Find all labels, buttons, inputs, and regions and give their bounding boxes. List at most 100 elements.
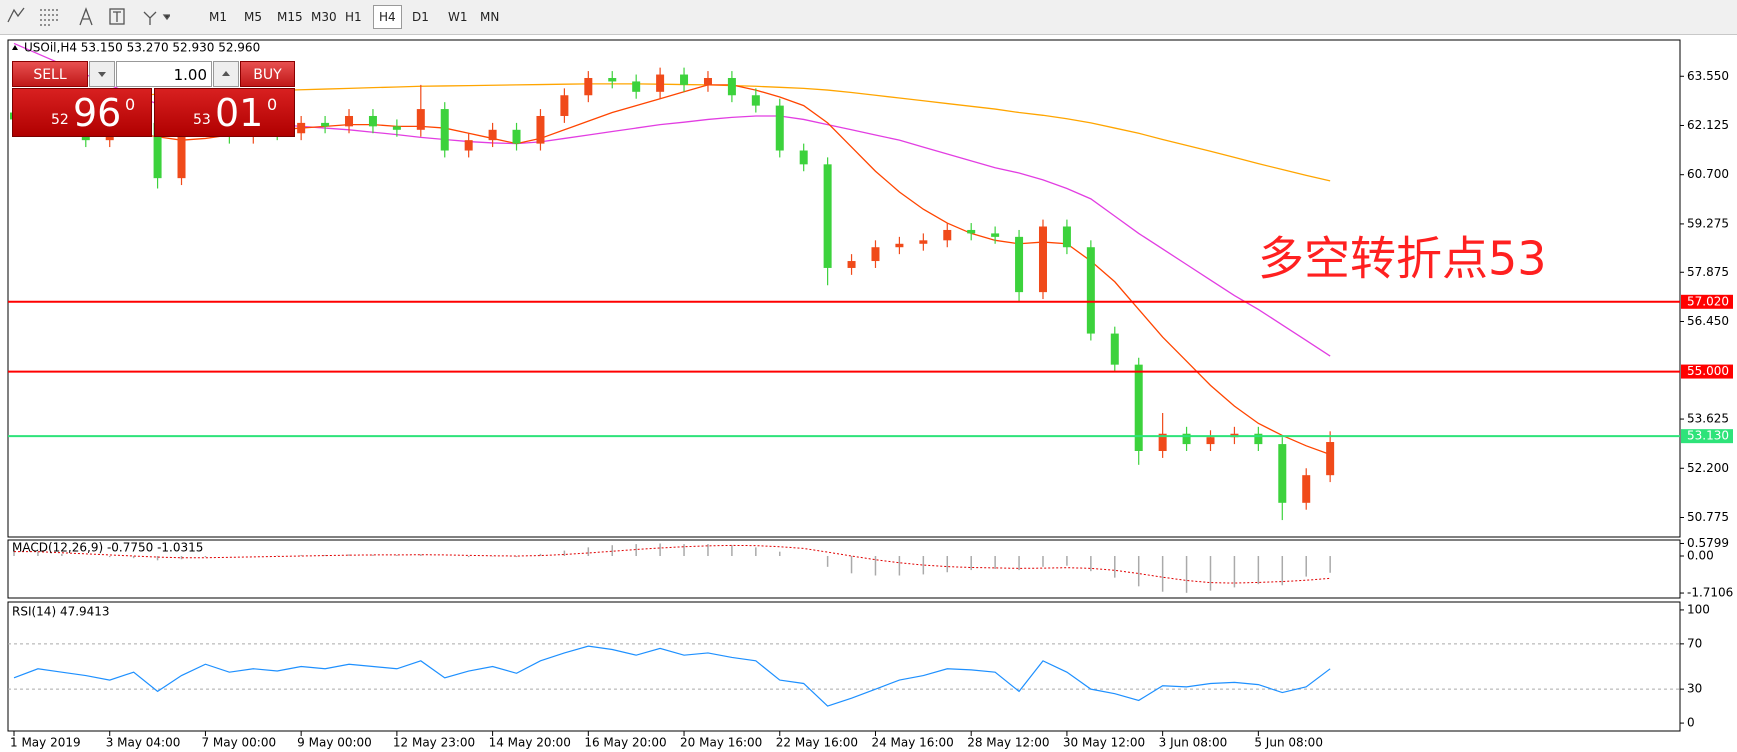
moving-average	[14, 84, 1331, 456]
candle-body	[847, 261, 856, 268]
candle-body	[823, 164, 832, 268]
price-level-tag	[1681, 364, 1733, 379]
sell-button[interactable]: SELL	[12, 61, 88, 87]
candle-body	[1086, 247, 1095, 334]
candle-body	[368, 115, 377, 127]
x-tick-label: 24 May 16:00	[871, 736, 953, 750]
x-tick-label: 5 Jun 08:00	[1254, 736, 1323, 750]
macd-signal	[14, 544, 1331, 584]
x-tick-label: 22 May 16:00	[776, 736, 858, 750]
candle-body	[943, 229, 952, 241]
candle-body	[967, 229, 976, 234]
y-tick-label: 52.200	[1687, 461, 1729, 475]
ask-price[interactable]: 53 01 0	[154, 88, 295, 137]
y-tick-label: 0.00	[1687, 549, 1714, 563]
y-tick-label: 0.5799	[1687, 536, 1729, 550]
timeframe-button[interactable]: W1	[448, 10, 468, 24]
icon-text-a[interactable]	[79, 7, 93, 26]
timeframe-button[interactable]: M5	[244, 10, 262, 24]
ask-big: 01	[215, 91, 264, 135]
candle-body	[416, 109, 425, 130]
candle-body	[1134, 364, 1143, 452]
panel-border	[7, 601, 1681, 732]
candle-body	[392, 126, 401, 130]
title-marker	[12, 45, 18, 50]
candle-body	[727, 77, 736, 96]
candle-body	[536, 115, 545, 144]
candle-body	[512, 129, 521, 144]
x-tick-label: 28 May 12:00	[967, 736, 1049, 750]
x-tick-label: 1 May 2019	[10, 736, 81, 750]
up-arrow	[222, 71, 230, 76]
timeframe-button[interactable]: M30	[311, 10, 337, 24]
y-tick-label: 63.550	[1687, 69, 1729, 83]
buy-button[interactable]: BUY	[240, 61, 295, 87]
volume-up[interactable]	[213, 61, 239, 87]
candle-body	[1038, 226, 1047, 293]
x-tick-label: 3 May 04:00	[106, 736, 181, 750]
candle-body	[1158, 433, 1167, 452]
candle-body	[656, 74, 665, 92]
y-tick-label: 62.125	[1687, 118, 1729, 132]
chart-title: USOil,H4 53.150 53.270 52.930 52.960	[24, 41, 260, 55]
candle-body	[488, 129, 497, 141]
candle-body	[1182, 433, 1191, 445]
toolbar: M1 M5 M15 M30 H1 H4 D1 W1 MN	[0, 0, 1737, 35]
candle-body	[297, 122, 306, 134]
timeframe-button[interactable]: H4	[373, 5, 402, 29]
icon-indicators[interactable]	[7, 7, 25, 23]
candle-body	[1302, 475, 1311, 503]
panel-border	[7, 539, 1681, 599]
candle-body	[919, 240, 928, 244]
x-tick-label: 7 May 00:00	[201, 736, 276, 750]
bid-big: 96	[73, 91, 122, 135]
price-level-label: 57.020	[1687, 294, 1729, 308]
candle-body	[584, 77, 593, 96]
timeframe-button[interactable]: H1	[345, 10, 362, 24]
icon-text-label[interactable]	[109, 8, 125, 25]
y-tick-label: 59.275	[1687, 216, 1729, 230]
x-tick-label: 14 May 20:00	[489, 736, 571, 750]
bid-price[interactable]: 52 96 0	[12, 88, 152, 137]
down-arrow	[98, 72, 106, 77]
annotation: 多空转折点53	[1258, 232, 1547, 286]
chart-root: 63.550 62.125 60.700 59.275 57.875 56.450 53.6…	[7, 39, 1733, 750]
volume-input[interactable]: 1.00	[116, 61, 212, 87]
x-tick-label: 16 May 20:00	[584, 736, 666, 750]
candle-body	[464, 140, 473, 151]
candle-body	[1278, 444, 1287, 503]
timeframe-button[interactable]: D1	[412, 10, 429, 24]
candle-body	[1206, 437, 1215, 445]
x-tick-label: 12 May 23:00	[393, 736, 475, 750]
panel-border	[7, 39, 1681, 538]
icon-fibo[interactable]	[40, 9, 58, 26]
rsi-label: RSI(14) 47.9413	[12, 605, 110, 619]
candle-body	[871, 247, 880, 262]
timeframe-button[interactable]: M1	[209, 10, 227, 24]
candle-body	[751, 95, 760, 106]
y-tick-label: 57.875	[1687, 265, 1729, 279]
price-level-tag	[1681, 429, 1733, 444]
y-tick-label: 53.625	[1687, 412, 1729, 426]
icon-arrows[interactable]	[143, 11, 157, 25]
icon-text-t	[113, 11, 121, 22]
y-tick-label: 70	[1687, 636, 1702, 650]
y-tick-label: 30	[1687, 682, 1702, 696]
candle-body	[1110, 333, 1119, 365]
timeframe-button[interactable]: MN	[480, 10, 500, 24]
rsi-line	[13, 645, 1331, 707]
candle-body	[1015, 236, 1024, 293]
candle-body	[345, 115, 354, 127]
candle-body	[775, 105, 784, 151]
x-tick-label: 3 Jun 08:00	[1159, 736, 1228, 750]
macd-label: MACD(12,26,9) -0.7750 -1.0315	[12, 541, 203, 555]
y-tick-label: 60.700	[1687, 167, 1729, 181]
timeframe-button[interactable]: M15	[277, 10, 303, 24]
icon-dropdown[interactable]	[162, 14, 170, 21]
x-tick-label: 20 May 16:00	[680, 736, 762, 750]
candle-body	[1062, 226, 1071, 248]
bid-small: 52	[51, 112, 69, 128]
candle-body	[321, 122, 330, 127]
volume-down[interactable]	[89, 61, 115, 87]
